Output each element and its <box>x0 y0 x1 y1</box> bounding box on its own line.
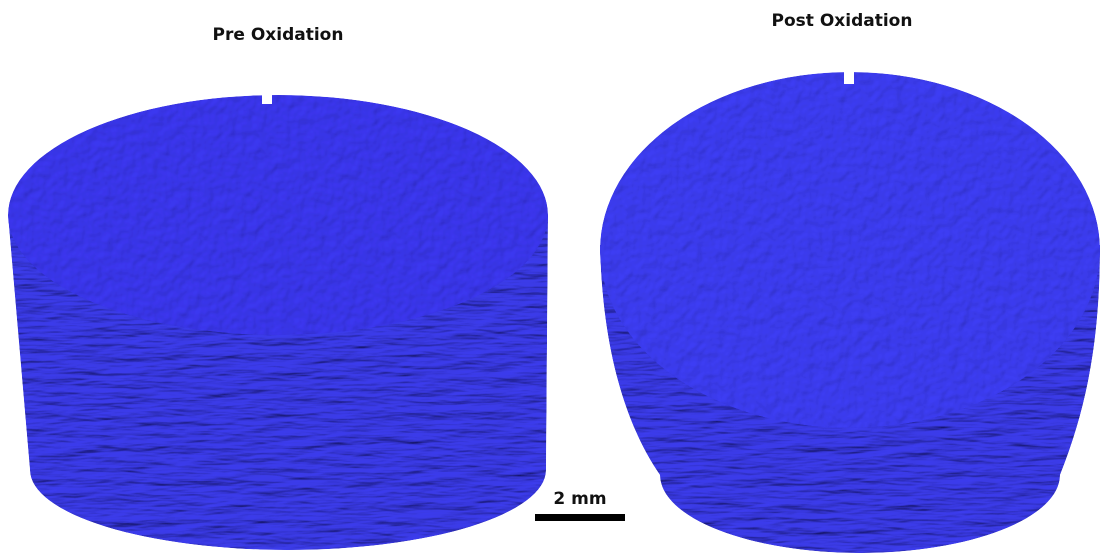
scale-bar <box>535 514 625 521</box>
notch <box>262 90 272 104</box>
notch <box>844 68 854 84</box>
cylinder-top <box>600 72 1100 428</box>
post-sample <box>600 68 1100 553</box>
panel-title: Post Oxidation <box>772 11 913 31</box>
figure: Pre Oxidation Post Oxidation 2 mm <box>0 0 1102 558</box>
panel-title: Pre Oxidation <box>213 25 344 45</box>
pre-sample <box>8 90 548 550</box>
cylinder-top <box>8 95 548 335</box>
scale-bar-label: 2 mm <box>553 489 606 509</box>
